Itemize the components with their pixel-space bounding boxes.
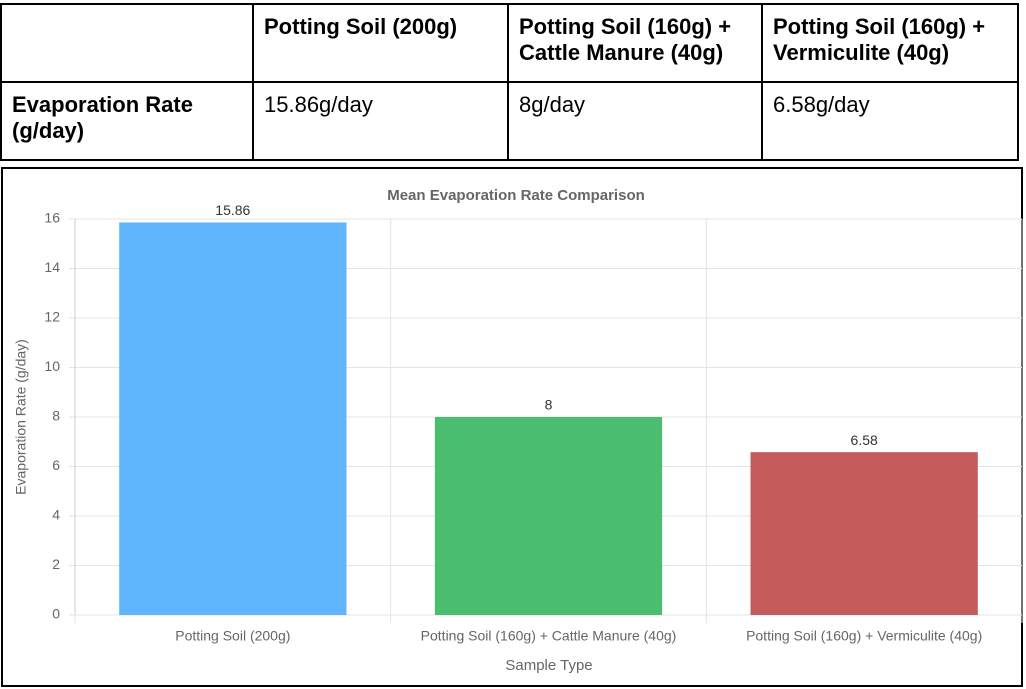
y-tick-label: 2 [52, 556, 60, 572]
data-table: Potting Soil (200g) Potting Soil (160g) … [0, 3, 1019, 161]
bar [750, 452, 978, 615]
column-header: Potting Soil (160g) + Cattle Manure (40g… [507, 3, 763, 83]
data-label: 6.58 [851, 432, 878, 448]
x-tick-label: Potting Soil (160g) + Vermiculite (40g) [746, 628, 982, 644]
cell: 8g/day [507, 81, 763, 161]
y-tick-label: 14 [44, 259, 60, 275]
chart: Mean Evaporation Rate Comparison Sample … [1, 167, 1023, 687]
cell: 6.58g/day [761, 81, 1019, 161]
y-tick-label: 6 [52, 457, 60, 473]
data-label: 8 [545, 397, 553, 413]
cell: 15.86g/day [252, 81, 509, 161]
corner-cell [0, 3, 254, 83]
y-tick-label: 10 [44, 358, 60, 374]
x-axis-title: Sample Type [505, 657, 592, 674]
data-row: Evaporation Rate (g/day) 15.86g/day 8g/d… [0, 81, 1019, 161]
header-row: Potting Soil (200g) Potting Soil (160g) … [0, 3, 1019, 83]
column-header: Potting Soil (200g) [252, 3, 509, 83]
data-label: 15.86 [215, 202, 250, 218]
bar [119, 222, 347, 615]
y-tick-label: 16 [44, 210, 60, 226]
row-label: Evaporation Rate (g/day) [0, 81, 254, 161]
y-tick-label: 12 [44, 309, 60, 325]
y-tick-label: 0 [52, 606, 60, 622]
chart-title: Mean Evaporation Rate Comparison [387, 187, 645, 204]
y-axis-title: Evaporation Rate (g/day) [13, 339, 29, 495]
y-tick-label: 4 [52, 507, 60, 523]
column-header: Potting Soil (160g) + Vermiculite (40g) [761, 3, 1019, 83]
x-tick-label: Potting Soil (160g) + Cattle Manure (40g… [421, 628, 677, 644]
x-tick-label: Potting Soil (200g) [175, 628, 290, 644]
bar [434, 417, 663, 615]
y-tick-label: 8 [52, 408, 60, 424]
